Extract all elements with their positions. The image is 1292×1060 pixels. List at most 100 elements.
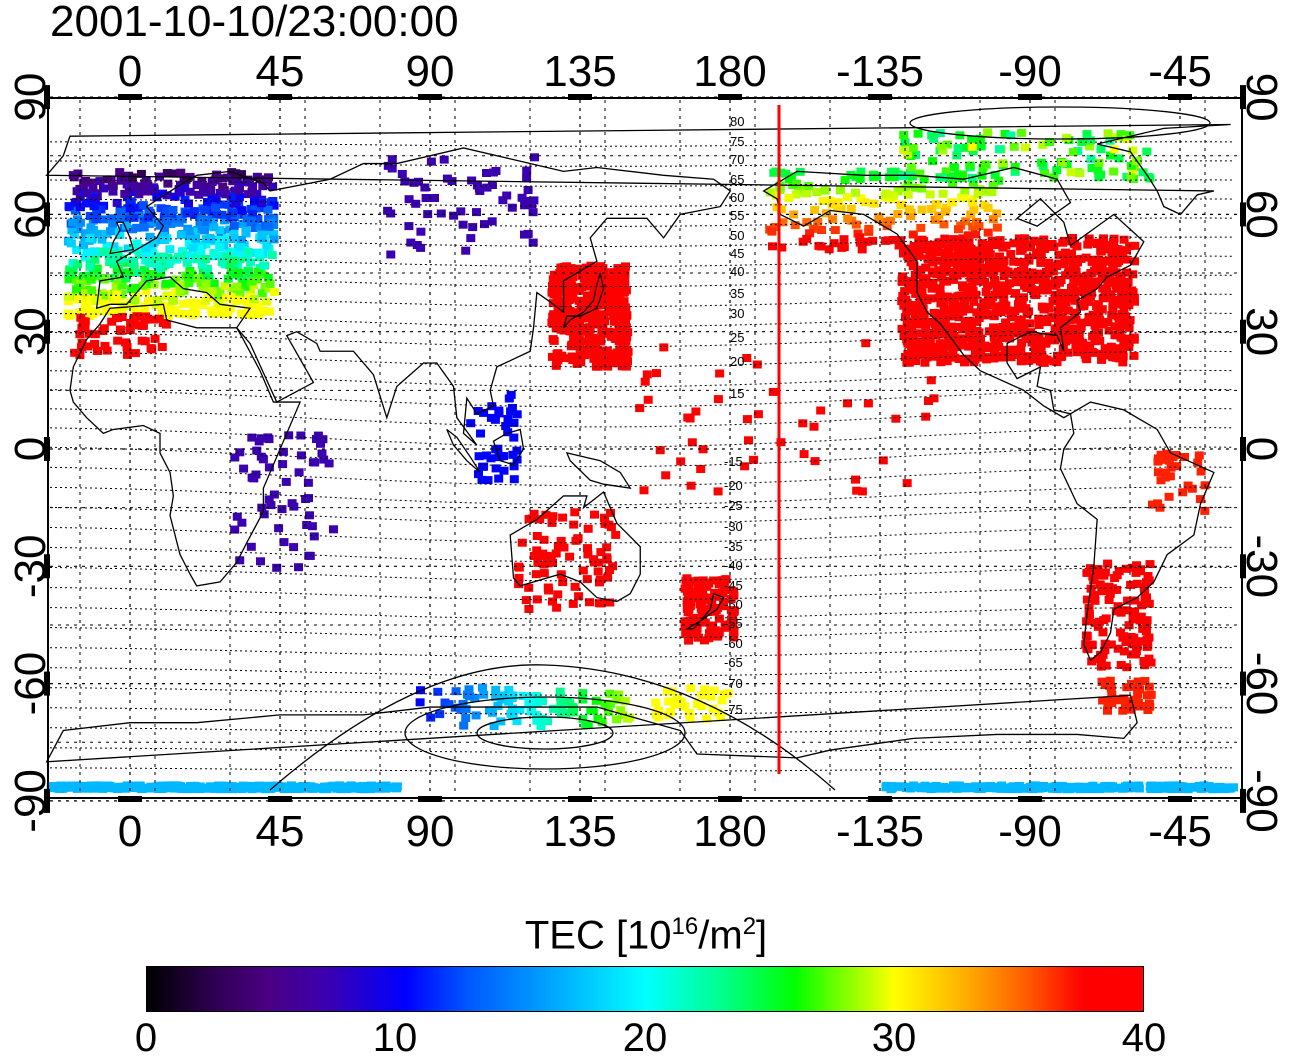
tec-cell	[493, 701, 503, 710]
tec-cell	[188, 243, 198, 252]
tec-cell	[789, 210, 799, 219]
tec-cell	[532, 698, 542, 707]
coastline	[684, 592, 725, 630]
tec-cell	[120, 189, 130, 198]
tec-cell	[223, 274, 233, 283]
tec-cell	[676, 697, 686, 706]
tec-cell	[72, 197, 82, 206]
tec-cell	[78, 317, 88, 326]
tec-cell	[1024, 253, 1034, 262]
tec-cell	[569, 334, 579, 343]
tec-cell	[601, 275, 611, 284]
tec-cell	[247, 433, 257, 442]
tec-cell	[981, 353, 991, 362]
tec-cell	[184, 199, 193, 208]
bottom-lon-label: 90	[406, 807, 455, 856]
tec-cell	[1073, 333, 1083, 342]
tec-cell	[477, 475, 487, 484]
tec-cell	[1172, 462, 1182, 471]
tec-cell	[1012, 276, 1022, 285]
tec-cell	[1014, 258, 1024, 267]
tec-cell	[309, 532, 319, 541]
mag-lat-label: 75	[730, 134, 744, 149]
tec-cell	[1047, 242, 1057, 251]
tec-cell	[861, 339, 871, 348]
tec-cell	[532, 532, 542, 540]
tec-cell	[963, 783, 973, 792]
tec-cell	[818, 197, 828, 205]
tec-cell	[594, 558, 604, 567]
tec-cell	[955, 341, 965, 350]
tec-cell	[1062, 133, 1071, 142]
tec-cell	[917, 288, 927, 297]
tec-cell	[556, 697, 566, 706]
tec-cell	[1041, 337, 1051, 346]
tec-cell	[243, 247, 253, 256]
tec-cell	[499, 452, 509, 461]
tec-cell	[938, 783, 948, 792]
south-pole-contour-outer	[269, 664, 836, 791]
tec-cell	[474, 184, 484, 193]
tec-cell	[753, 410, 763, 419]
tec-cell	[1070, 273, 1080, 282]
tec-cell	[903, 180, 913, 189]
tec-cell	[1094, 158, 1104, 167]
tec-cell	[246, 258, 256, 267]
tec-cell	[222, 253, 232, 262]
tec-cell	[1000, 286, 1010, 295]
tec-cell	[201, 296, 211, 305]
tec-cell	[1107, 241, 1116, 250]
tec-cell	[196, 279, 206, 288]
tec-cell	[264, 435, 274, 444]
tec-cell	[147, 270, 157, 279]
tec-cell	[182, 258, 192, 267]
tec-cell	[100, 274, 110, 283]
tec-cell	[910, 250, 920, 259]
tec-cell	[1103, 279, 1113, 288]
tec-cell	[941, 310, 951, 319]
tec-cell	[704, 634, 714, 643]
tec-cell	[548, 299, 558, 308]
tec-cell	[518, 692, 528, 700]
tec-cell	[406, 238, 416, 247]
tec-cell	[99, 215, 108, 224]
mag-lat-contour	[49, 667, 1235, 677]
tec-cell	[937, 316, 946, 325]
colorbar-title: TEC [1016/m2]	[524, 913, 768, 958]
tec-cell	[194, 180, 204, 189]
tec-cell	[100, 341, 110, 350]
tec-cell	[938, 348, 948, 357]
tec-cell	[266, 501, 276, 510]
tec-cell	[547, 518, 557, 527]
left-lat-label: -90	[6, 769, 55, 833]
tec-cell	[1144, 682, 1154, 691]
tec-cell	[642, 370, 652, 379]
tec-cell	[85, 311, 95, 320]
tec-cell	[710, 607, 720, 616]
tec-cell	[1068, 335, 1078, 344]
tec-cell	[122, 343, 132, 351]
tec-cell	[996, 308, 1006, 316]
tec-cell	[1116, 608, 1126, 617]
tec-cell	[224, 782, 234, 791]
mag-lat-label: 55	[730, 208, 744, 223]
tec-cell	[63, 782, 73, 791]
tec-cell	[1119, 305, 1129, 314]
tec-cell	[836, 186, 845, 195]
tec-cell	[184, 227, 194, 236]
tec-cell	[772, 203, 782, 212]
tec-cell	[905, 307, 915, 316]
tec-cell	[160, 236, 170, 244]
tec-cell	[893, 210, 903, 218]
tec-cell	[992, 223, 1002, 232]
tec-cell	[960, 187, 970, 196]
mag-lat-label: -25	[724, 498, 743, 513]
tec-cell	[239, 464, 249, 473]
tec-cell	[1109, 695, 1119, 704]
tec-cell	[312, 435, 321, 443]
tec-cell	[680, 617, 690, 626]
tec-cell	[719, 690, 729, 699]
tec-cell	[302, 521, 312, 529]
tec-cell	[528, 208, 538, 217]
tec-cell	[200, 206, 210, 215]
